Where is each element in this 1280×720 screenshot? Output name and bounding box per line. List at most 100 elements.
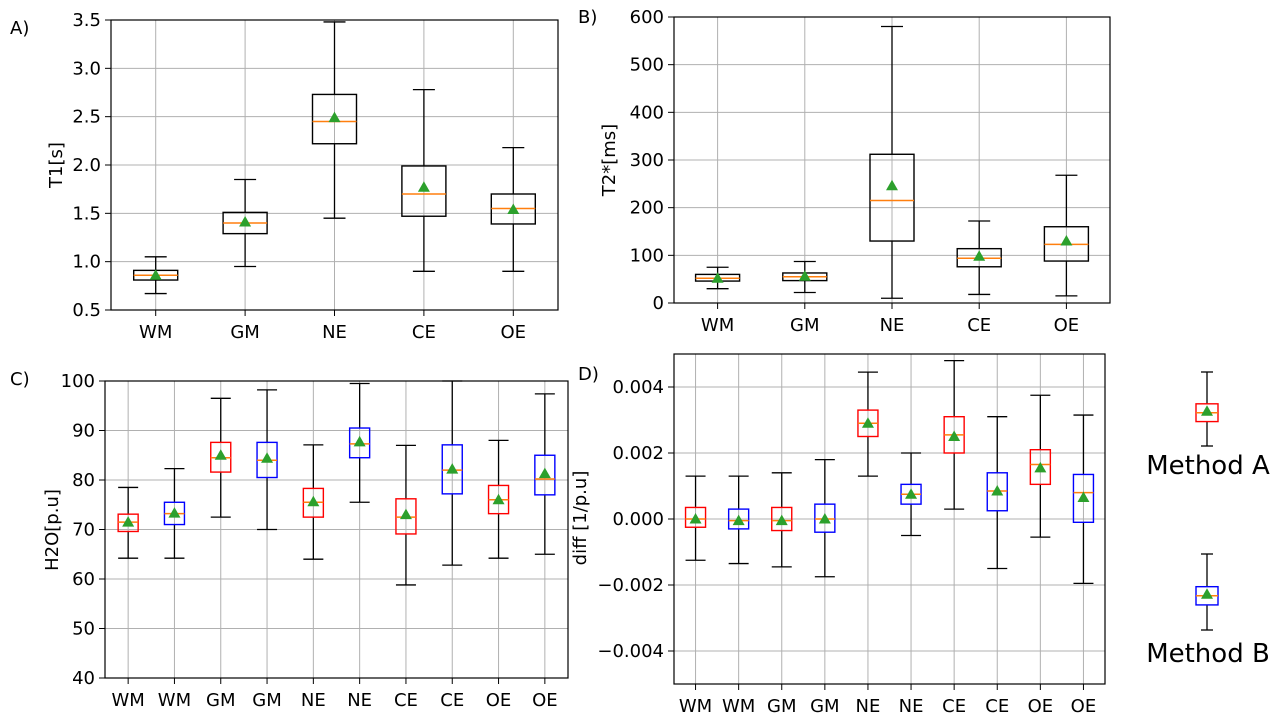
panel-label-c: C) bbox=[10, 369, 30, 390]
x-tick-label: WM bbox=[679, 696, 712, 717]
y-tick-label: 200 bbox=[630, 198, 664, 219]
x-tick-label: NE bbox=[301, 690, 326, 711]
x-tick-label: NE bbox=[899, 696, 924, 717]
y-tick-label: 3.0 bbox=[72, 58, 101, 79]
legend-marks bbox=[1195, 371, 1219, 631]
plot-frame bbox=[110, 19, 559, 311]
x-tick-label: OE bbox=[486, 690, 512, 711]
x-tick-label: CE bbox=[985, 696, 1009, 717]
x-tick-label: WM bbox=[701, 315, 734, 336]
box-oe-9-box bbox=[534, 454, 556, 496]
box-ne-5-mean-marker bbox=[353, 435, 366, 447]
panel-label-d: D) bbox=[578, 364, 599, 385]
y-tick-label: 2.0 bbox=[72, 155, 101, 176]
y-tick-label: 1.5 bbox=[72, 203, 101, 224]
x-tick-label: CE bbox=[967, 315, 991, 336]
y-tick-label: 0 bbox=[653, 293, 664, 314]
box-ne-2-mean-marker bbox=[328, 111, 341, 123]
y-tick-label: 50 bbox=[72, 619, 95, 640]
ylabel-t1: T1[s] bbox=[46, 142, 67, 189]
x-tick-label: OE bbox=[1071, 696, 1097, 717]
box-oe-4-mean-marker bbox=[507, 203, 520, 214]
box-gm-3-mean-marker bbox=[818, 513, 831, 524]
x-tick-label: GM bbox=[767, 696, 796, 717]
box-wm-1-box bbox=[727, 508, 750, 530]
y-tick-label: 400 bbox=[630, 102, 664, 123]
plot-frame bbox=[673, 16, 1111, 304]
legend-label-method-a: Method A bbox=[1146, 451, 1270, 481]
panel-a: 0.5 1.0 1.5 2.0 2.5 3.0 3.5 WM GM NE CE OE bbox=[72, 10, 559, 343]
box-ne-2-box bbox=[311, 93, 358, 145]
y-tick-label: 0.004 bbox=[612, 377, 664, 398]
x-tick-label: GM bbox=[252, 690, 281, 711]
x-tick-label: NE bbox=[347, 690, 372, 711]
box-gm-1-mean-marker bbox=[239, 216, 252, 227]
x-tick-label: WM bbox=[722, 696, 755, 717]
x-tick-label: CE bbox=[394, 690, 418, 711]
legend-method-b-mean-marker bbox=[1201, 588, 1213, 599]
x-tick-label: NE bbox=[856, 696, 881, 717]
legend-label-method-b: Method B bbox=[1146, 639, 1270, 669]
box-ce-3-box bbox=[401, 165, 447, 217]
legend-method-a-mean-marker bbox=[1201, 405, 1213, 416]
panel-d: −0.004 −0.002 0.000 0.002 0.004 WM WM GM GM NE NE C… bbox=[597, 353, 1106, 717]
box-wm-0-mean-marker bbox=[689, 513, 702, 524]
y-tick-label: 100 bbox=[630, 245, 664, 266]
y-tick-label: 80 bbox=[72, 470, 95, 491]
box-oe-9-mean-marker bbox=[1077, 491, 1090, 503]
box-wm-0-mean-marker bbox=[711, 272, 724, 283]
box-oe-8-mean-marker bbox=[492, 493, 505, 505]
plots-layer: 0.5 1.0 1.5 2.0 2.5 3.0 3.5 WM GM NE CE OE 0 100 200 30… bbox=[61, 7, 1111, 717]
x-tick-label: CE bbox=[942, 696, 966, 717]
y-tick-label: 70 bbox=[72, 520, 95, 541]
box-ce-6-mean-marker bbox=[399, 508, 412, 520]
box-wm-0-mean-marker bbox=[149, 269, 162, 280]
panel-c: 40 50 60 70 80 90 100 WM WM GM GM NE NE CE CE OE OE bbox=[61, 371, 569, 711]
box-oe-4-mean-marker bbox=[1060, 235, 1073, 246]
box-gm-2-mean-marker bbox=[775, 514, 788, 526]
y-tick-label: 500 bbox=[630, 55, 664, 76]
x-tick-label: OE bbox=[532, 690, 558, 711]
box-gm-3-box bbox=[814, 503, 836, 533]
box-gm-2-mean-marker bbox=[214, 449, 227, 460]
plot-frame bbox=[104, 380, 569, 679]
box-ne-4-mean-marker bbox=[861, 417, 874, 428]
box-ne-2-box bbox=[869, 153, 915, 242]
panel-b: 0 100 200 300 400 500 600 WM GM NE CE OE bbox=[630, 7, 1111, 336]
ylabel-t2star: T2*[ms] bbox=[599, 124, 620, 197]
box-gm-3-mean-marker bbox=[261, 452, 274, 463]
box-gm-2-box bbox=[771, 506, 793, 532]
panel-label-a: A) bbox=[10, 18, 29, 39]
y-tick-label: 300 bbox=[630, 150, 664, 171]
box-ce-3-mean-marker bbox=[973, 250, 986, 261]
x-tick-label: WM bbox=[139, 322, 172, 343]
box-oe-8-mean-marker bbox=[1034, 461, 1047, 473]
x-tick-label: GM bbox=[206, 690, 235, 711]
box-oe-9-box bbox=[1072, 473, 1095, 524]
x-tick-label: NE bbox=[880, 315, 905, 336]
panel-label-b: B) bbox=[578, 7, 597, 28]
box-wm-1-mean-marker bbox=[732, 514, 745, 526]
box-ne-4-mean-marker bbox=[307, 495, 320, 507]
x-tick-label: CE bbox=[412, 322, 436, 343]
x-tick-label: OE bbox=[1028, 696, 1054, 717]
y-tick-label: 600 bbox=[630, 7, 664, 28]
box-oe-9-mean-marker bbox=[538, 467, 551, 479]
x-tick-label: GM bbox=[230, 322, 259, 343]
box-ne-2-mean-marker bbox=[886, 179, 898, 191]
y-tick-label: 2.5 bbox=[72, 107, 101, 128]
y-tick-label: 0.002 bbox=[612, 443, 664, 464]
box-ne-5-box bbox=[348, 427, 371, 459]
box-oe-8-box bbox=[1029, 449, 1052, 486]
y-tick-label: 90 bbox=[72, 421, 95, 442]
y-tick-label: 1.0 bbox=[72, 252, 101, 273]
x-tick-label: WM bbox=[158, 690, 191, 711]
ylabel-h2o: H2O[p.u] bbox=[42, 489, 63, 571]
y-tick-label: 100 bbox=[61, 371, 95, 392]
y-tick-label: 0.000 bbox=[612, 509, 664, 530]
y-tick-label: −0.004 bbox=[597, 641, 664, 662]
box-wm-0-mean-marker bbox=[122, 516, 135, 527]
x-tick-label: WM bbox=[111, 690, 144, 711]
x-tick-label: GM bbox=[810, 696, 839, 717]
